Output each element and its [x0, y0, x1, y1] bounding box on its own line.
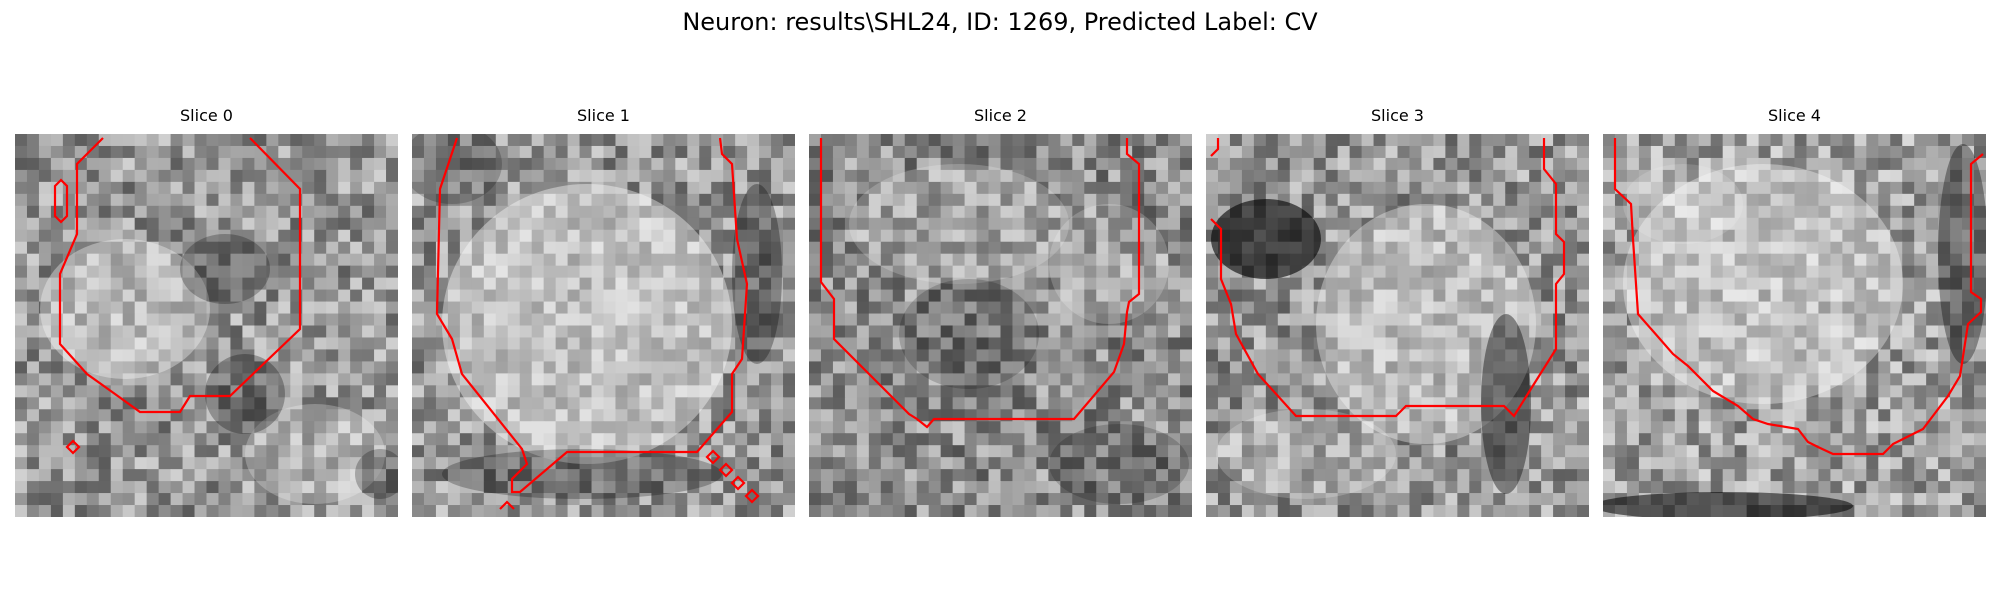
slice-panel-3: Slice 3 [1206, 104, 1589, 517]
slice-title: Slice 1 [577, 106, 630, 125]
contour [819, 138, 1141, 429]
intensity-overlay [849, 164, 1189, 504]
contour [1210, 138, 1566, 418]
slice-title: Slice 0 [180, 106, 233, 125]
intensity-overlay [40, 234, 398, 504]
intensity-overlay [1211, 199, 1536, 499]
slice-svg [1603, 134, 1986, 517]
slice-title: Slice 3 [1371, 106, 1424, 125]
slice-title: Slice 2 [974, 106, 1027, 125]
slice-panel-4: Slice 4 [1603, 104, 1986, 517]
slice-panel-1: Slice 1 [412, 104, 795, 517]
slice-svg [412, 134, 795, 517]
slice-image [412, 134, 795, 517]
pixel-grid [1206, 134, 1589, 517]
contour [53, 137, 302, 455]
pixel-grid [412, 134, 795, 517]
slice-image [1206, 134, 1589, 517]
slice-svg [1206, 134, 1589, 517]
slice-image [1603, 134, 1986, 517]
slice-svg [809, 134, 1192, 517]
intensity-overlay [1603, 144, 1986, 517]
slice-svg [15, 134, 398, 517]
slice-image [15, 134, 398, 517]
slice-panel-2: Slice 2 [809, 104, 1192, 517]
contour [1613, 138, 1984, 456]
slice-image [809, 134, 1192, 517]
slice-panel-0: Slice 0 [15, 104, 398, 517]
pixel-grid [809, 134, 1192, 517]
figure-title: Neuron: results\SHL24, ID: 1269, Predict… [682, 8, 1318, 36]
slice-title: Slice 4 [1768, 106, 1821, 125]
contour [435, 137, 760, 510]
